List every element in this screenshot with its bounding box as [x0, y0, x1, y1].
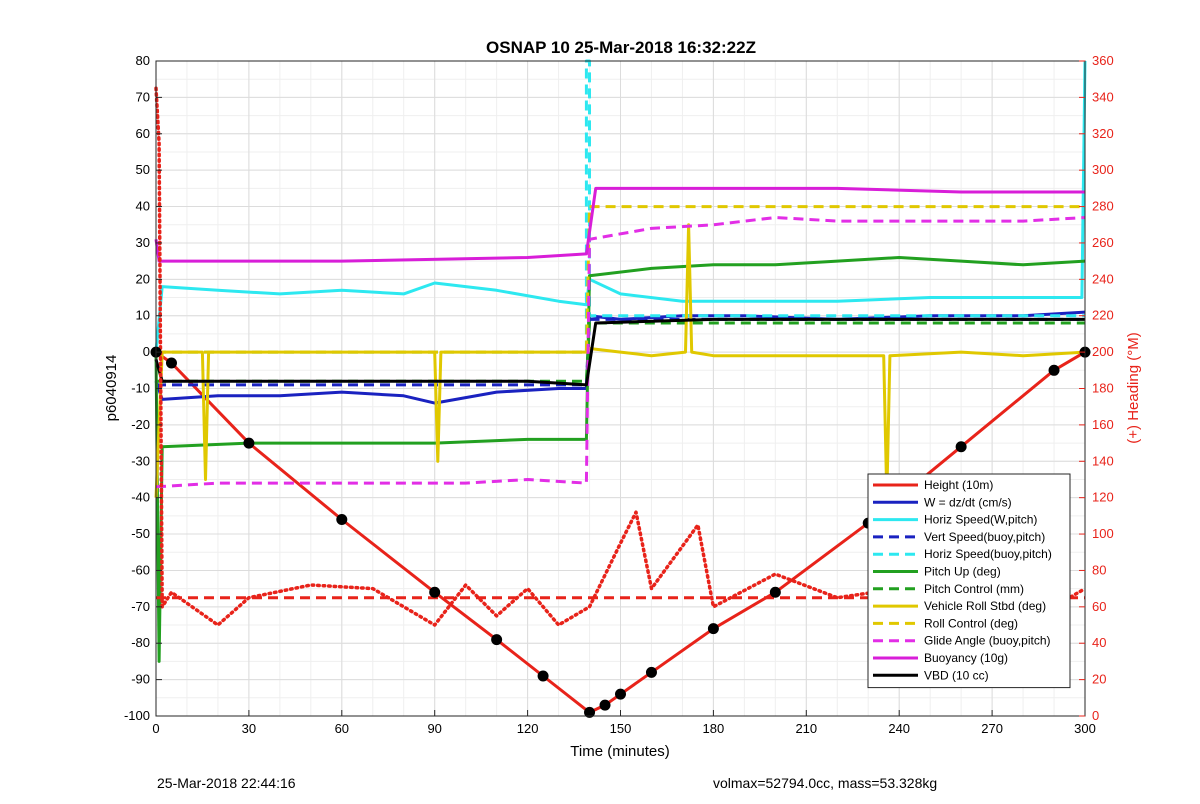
- y-tick-label: -80: [131, 635, 150, 650]
- x-tick-label: 240: [888, 721, 910, 736]
- right-y-tick-label: 260: [1092, 235, 1114, 250]
- height-marker: [491, 634, 503, 646]
- right-y-tick-label: 280: [1092, 199, 1114, 214]
- height-marker: [955, 441, 967, 453]
- x-tick-label: 210: [795, 721, 817, 736]
- right-y-tick-label: 200: [1092, 344, 1114, 359]
- height-marker: [1048, 364, 1060, 376]
- series-line-2: [154, 60, 1087, 353]
- y-tick-label: 30: [136, 235, 150, 250]
- series-line-10: [154, 186, 1085, 263]
- right-y-tick-label: 320: [1092, 126, 1114, 141]
- legend-label: Vert Speed(buoy,pitch): [924, 530, 1045, 544]
- y-axis-label: p6040914: [103, 355, 120, 422]
- right-y-tick-label: 20: [1092, 672, 1106, 687]
- height-marker: [537, 670, 549, 682]
- legend-label: Height (10m): [924, 478, 993, 492]
- x-tick-label: 180: [703, 721, 725, 736]
- height-marker: [336, 514, 348, 525]
- legend-label: Roll Control (deg): [924, 616, 1018, 630]
- x-tick-label: 270: [981, 721, 1003, 736]
- y-tick-label: 50: [136, 162, 150, 177]
- y-tick-label: -20: [131, 417, 150, 432]
- height-marker: [599, 699, 611, 711]
- right-y-tick-label: 220: [1092, 308, 1114, 323]
- y-tick-label: 80: [136, 53, 150, 68]
- legend-label: Pitch Control (mm): [924, 582, 1024, 596]
- legend: Height (10m) W = dz/dt (cm/s) Horiz Speed(…: [867, 473, 1071, 689]
- right-y-tick-label: 300: [1092, 162, 1114, 177]
- height-marker: [615, 688, 626, 700]
- y-tick-label: -70: [131, 599, 150, 614]
- y-tick-label: 10: [136, 308, 150, 323]
- height-marker: [584, 706, 596, 718]
- height-marker: [645, 666, 657, 678]
- legend-box: [867, 473, 1071, 689]
- right-y-tick-label: 340: [1092, 89, 1114, 104]
- y-axis-ticks: -100-90-80-70-60-50-40-30-20-10010203040…: [124, 53, 162, 723]
- right-y-tick-label: 140: [1092, 453, 1114, 468]
- right-y-axis-ticks: 0 20 40 60 80 100 120 140 160 180 200 220 240 260 280 3…: [1079, 53, 1114, 723]
- right-y-tick-label: 360: [1092, 53, 1114, 68]
- y-tick-label: 40: [136, 199, 150, 214]
- right-y-axis-label: (+) Heading (°M): [1125, 332, 1142, 443]
- y-tick-label: -30: [131, 453, 150, 468]
- legend-label: Buoyancy (10g): [924, 651, 1008, 665]
- series-line-8: [156, 205, 1085, 354]
- right-y-tick-label: 60: [1092, 599, 1106, 614]
- right-y-tick-label: 120: [1092, 490, 1114, 505]
- series-layer: [150, 59, 1091, 718]
- right-y-tick-label: 180: [1092, 381, 1114, 396]
- y-tick-label: -90: [131, 672, 150, 687]
- height-marker: [165, 357, 177, 369]
- y-tick-label: 20: [136, 271, 150, 286]
- y-tick-label: -10: [131, 381, 150, 396]
- y-tick-label: -60: [131, 562, 150, 577]
- y-tick-label: 70: [136, 89, 150, 104]
- legend-label: Glide Angle (buoy,pitch): [924, 634, 1051, 648]
- x-tick-label: 120: [517, 721, 539, 736]
- legend-label: Pitch Up (deg): [924, 565, 1001, 579]
- y-tick-label: -40: [131, 490, 150, 505]
- y-tick-label: 0: [143, 344, 150, 359]
- right-y-tick-label: 0: [1092, 708, 1099, 723]
- height-marker: [243, 437, 255, 449]
- right-y-tick-label: 100: [1092, 526, 1114, 541]
- x-tick-label: 60: [335, 721, 349, 736]
- height-marker: [769, 586, 781, 598]
- legend-label: Vehicle Roll Stbd (deg): [924, 599, 1046, 613]
- series-line-5: [154, 256, 1086, 663]
- right-y-tick-label: 240: [1092, 271, 1114, 286]
- x-tick-label: 30: [242, 721, 256, 736]
- x-axis-label: Time (minutes): [570, 743, 669, 760]
- x-tick-label: 90: [427, 721, 441, 736]
- legend-label: Horiz Speed(buoy,pitch): [924, 547, 1052, 561]
- x-axis-ticks: 0 30 60 90 120 150 180 210 240 270 300: [152, 710, 1096, 736]
- footer-stats: volmax=52794.0cc, mass=53.328kg: [713, 775, 938, 791]
- x-tick-label: 0: [152, 721, 159, 736]
- right-y-tick-label: 40: [1092, 635, 1106, 650]
- height-marker: [707, 623, 719, 635]
- legend-label: W = dz/dt (cm/s): [924, 495, 1012, 509]
- y-tick-label: -100: [124, 708, 150, 723]
- y-tick-label: 60: [136, 126, 150, 141]
- right-y-tick-label: 160: [1092, 417, 1114, 432]
- right-y-tick-label: 80: [1092, 562, 1106, 577]
- x-tick-label: 150: [610, 721, 632, 736]
- series-line-11: [154, 317, 1085, 387]
- x-tick-label: 300: [1074, 721, 1096, 736]
- y-tick-label: -50: [131, 526, 150, 541]
- footer-timestamp: 25-Mar-2018 22:44:16: [157, 775, 296, 791]
- legend-label: VBD (10 cc): [924, 668, 989, 682]
- height-marker: [429, 586, 441, 598]
- chart-title: OSNAP 10 25-Mar-2018 16:32:22Z: [486, 38, 756, 57]
- legend-label: Horiz Speed(W,pitch): [924, 513, 1037, 527]
